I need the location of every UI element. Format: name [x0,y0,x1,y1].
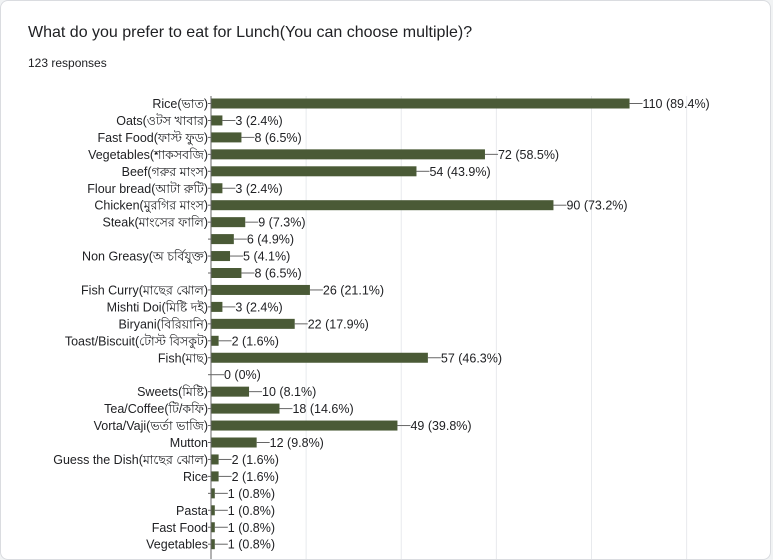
value-label: 0 (0%) [224,368,261,382]
bar [211,454,219,465]
bar [211,115,223,126]
bar [211,420,398,431]
bar [211,539,215,550]
value-label: 1 (0.8%) [228,521,275,535]
bar [211,488,215,499]
bar [211,284,310,295]
value-label: 5 (4.1%) [243,250,290,264]
category-label: Mutton [170,436,208,450]
bar [211,251,231,262]
value-label: 54 (43.9%) [429,165,490,179]
bar [211,352,428,363]
value-label: 90 (73.2%) [566,199,627,213]
value-label: 2 (1.6%) [232,334,279,348]
bar [211,98,630,109]
category-label: Beef(গরুর মাংস) [122,165,208,179]
value-label: 10 (8.1%) [262,385,316,399]
category-label: Vorta/Vaji(ভর্তা ভাজি) [94,418,208,433]
bar [211,200,554,211]
category-label: Toast/Biscuit(টোস্ট বিসকুট) [65,333,208,349]
value-label: 1 (0.8%) [228,538,275,552]
category-label: Steak(মাংসের ফালি) [102,215,208,230]
bar [211,183,223,194]
value-label: 72 (58.5%) [498,148,559,162]
value-label: 57 (46.3%) [441,351,502,365]
value-label: 2 (1.6%) [232,470,279,484]
category-label: Vegetables(শাকসবজি) [88,147,208,162]
category-label: Guess the Dish(মাছের ঝোল) [53,453,208,467]
category-label: Non Greasy(অ চর্বিযুক্ত) [82,249,208,265]
value-label: 26 (21.1%) [323,283,384,297]
bar [211,149,485,160]
bar [211,335,219,346]
category-label: Biryani(বিরিয়ানি) [118,316,208,331]
category-label: Fast Food(ফাস্ট ফুড) [97,130,208,146]
value-label: 6 (4.9%) [247,233,294,247]
category-label: Rice(ভাত) [152,97,208,111]
value-label: 22 (17.9%) [308,317,369,331]
value-label: 3 (2.4%) [235,114,282,128]
question-title: What do you prefer to eat for Lunch(You … [28,24,473,41]
value-label: 1 (0.8%) [228,487,275,501]
category-label: Fish Curry(মাছের ঝোল) [81,283,208,297]
response-count: 123 responses [28,56,107,70]
category-label: Mishti Doi(মিষ্টি দই) [107,299,208,314]
value-label: 49 (39.8%) [410,419,471,433]
bar [211,234,234,245]
bar [211,318,295,329]
value-label: 3 (2.4%) [235,182,282,196]
bar [211,522,215,533]
value-label: 3 (2.4%) [235,300,282,314]
bar [211,386,250,397]
bar [211,268,242,278]
category-label: Oats(ওটস খাবার) [116,113,208,128]
bar [211,217,246,228]
category-label: Flour bread(আটা রুটি) [87,181,208,196]
value-label: 1 (0.8%) [228,504,275,518]
value-label: 2 (1.6%) [232,453,279,467]
value-label: 9 (7.3%) [258,216,305,230]
category-label: Chicken(মুরগির মাংস) [94,198,208,214]
value-label: 8 (6.5%) [254,131,301,145]
category-label: Tea/Coffee(টি/কফি) [104,401,208,416]
category-label: Fast Food [152,521,208,535]
value-label: 18 (14.6%) [292,402,353,416]
bar [211,403,280,414]
bar [211,301,223,312]
bar [211,437,257,448]
category-label: Fish(মাছ) [158,351,208,365]
category-label: Vegetables [146,538,208,552]
value-label: 8 (6.5%) [254,267,301,281]
bar [211,132,242,143]
category-label: Rice [183,470,208,484]
category-label: Pasta [176,504,208,518]
bar [211,471,219,482]
bar [211,166,417,177]
value-label: 12 (9.8%) [270,436,324,450]
category-label: Sweets(মিষ্টি) [137,384,208,399]
bar [211,505,215,516]
value-label: 110 (89.4%) [643,97,710,111]
